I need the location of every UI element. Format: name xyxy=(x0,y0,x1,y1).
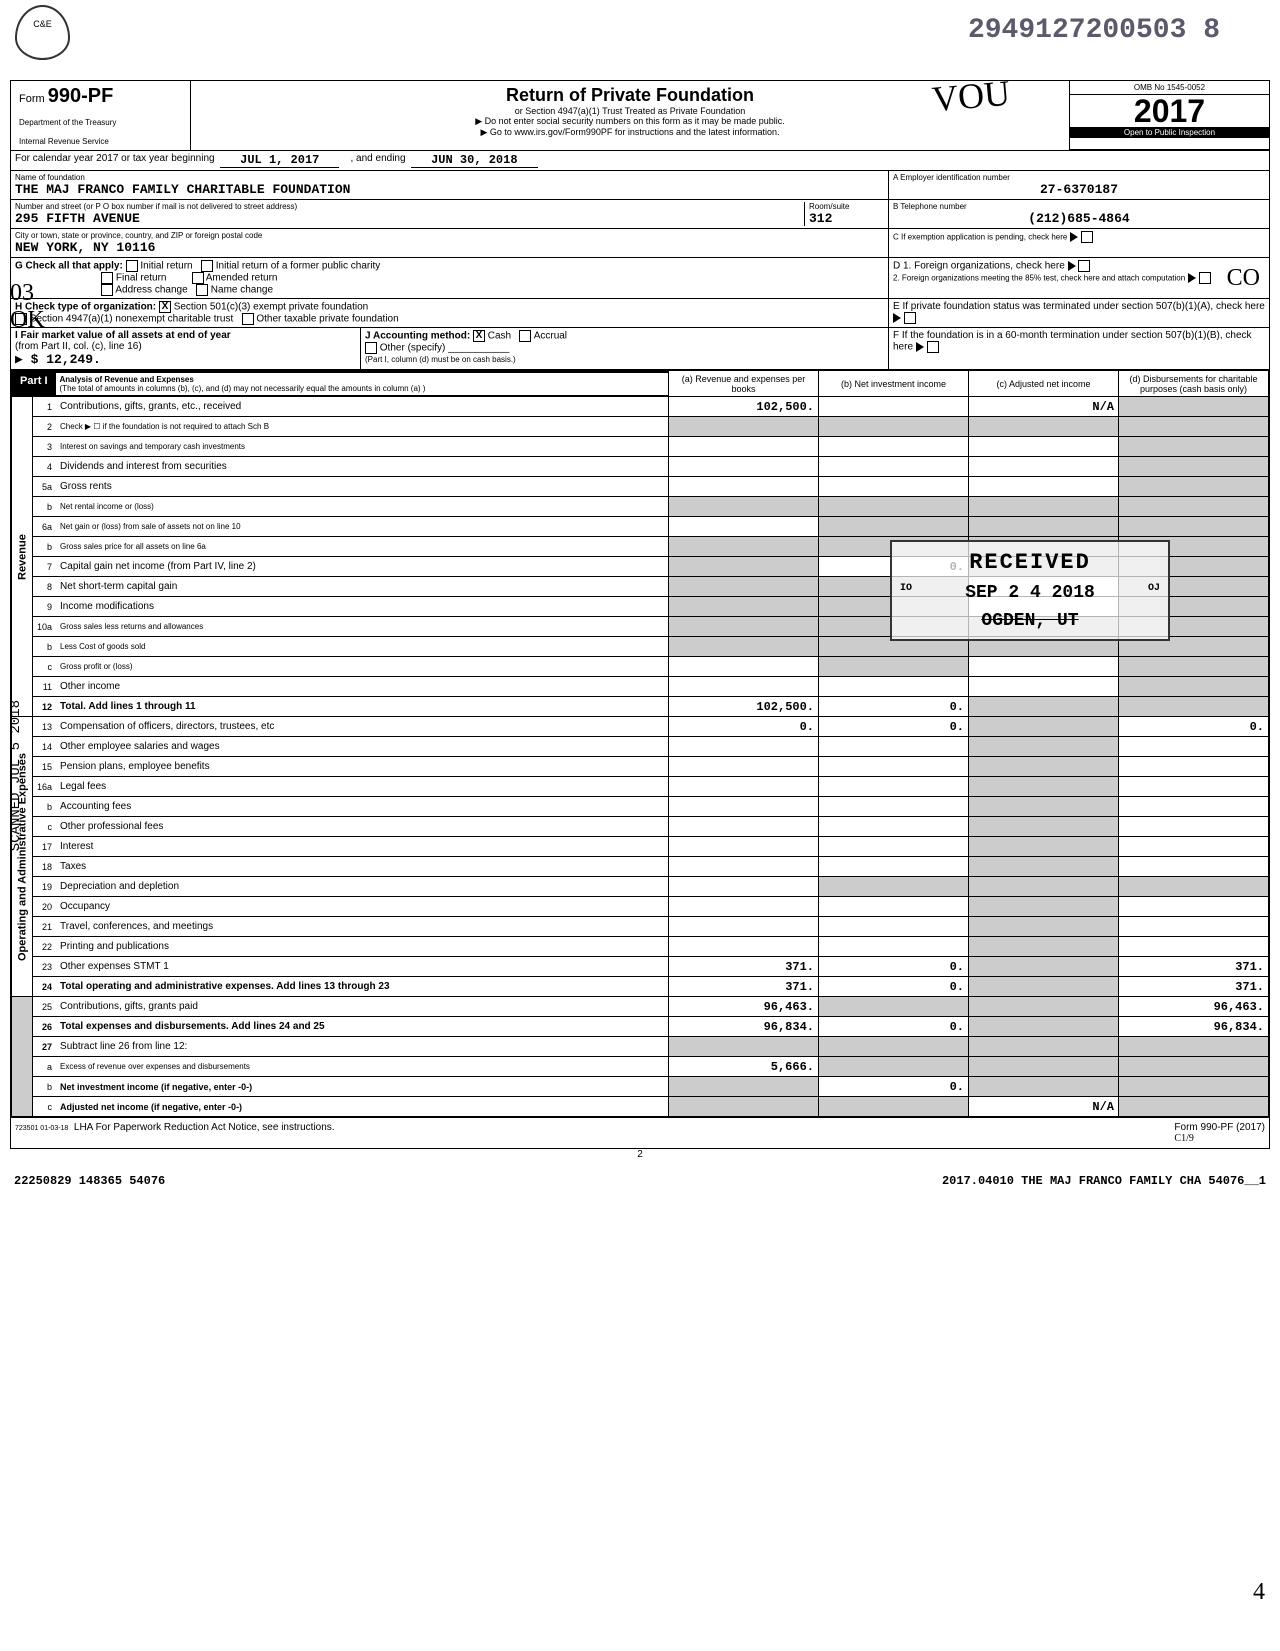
logo-stamp: C&E xyxy=(15,5,70,60)
checkbox-h-other[interactable] xyxy=(242,313,254,325)
expenses-side-label: Operating and Administrative Expenses xyxy=(12,717,33,997)
check-row-h: H Check type of organization: X Section … xyxy=(11,299,1269,328)
header-stamp-number: 2949127200503 8 xyxy=(968,15,1220,46)
checkbox-d1[interactable] xyxy=(1078,260,1090,272)
hand-signature: VOU xyxy=(930,72,1011,121)
checkbox-initial[interactable] xyxy=(126,260,138,272)
checkbox-c[interactable] xyxy=(1081,231,1093,243)
omb-box: OMB No 1545-0052 2017 Open to Public Ins… xyxy=(1069,81,1269,150)
checkbox-j-other[interactable] xyxy=(365,342,377,354)
checkbox-501c3[interactable]: X xyxy=(159,301,171,313)
footer-bottom: 22250829 148365 54076 2017.04010 THE MAJ… xyxy=(10,1170,1270,1192)
checkbox-accrual[interactable] xyxy=(519,330,531,342)
checkbox-cash[interactable]: X xyxy=(473,330,485,342)
checkbox-initial-former[interactable] xyxy=(201,260,213,272)
title-row: Form 990-PF Department of the Treasury I… xyxy=(11,81,1269,151)
calendar-year-row: For calendar year 2017 or tax year begin… xyxy=(11,151,1269,171)
part1-label: Part I xyxy=(12,373,56,395)
checkbox-addr-change[interactable] xyxy=(101,284,113,296)
page-number: 2 xyxy=(10,1149,1270,1160)
checkbox-amended[interactable] xyxy=(192,272,204,284)
checkbox-name-change[interactable] xyxy=(196,284,208,296)
received-stamp: RECEIVED IO SEP 2 4 2018 OJ OGDEN, UT xyxy=(890,540,1170,641)
checkbox-final[interactable] xyxy=(101,272,113,284)
arrow-icon xyxy=(1070,232,1078,242)
revenue-side-label: Revenue xyxy=(12,397,33,717)
checkbox-e[interactable] xyxy=(904,312,916,324)
checkbox-f[interactable] xyxy=(927,341,939,353)
part1-table: Part I Analysis of Revenue and Expenses … xyxy=(11,370,1269,1117)
checkbox-d2[interactable] xyxy=(1199,272,1211,284)
form-number-box: Form 990-PF Department of the Treasury I… xyxy=(11,81,191,150)
handmark-co: CO xyxy=(1227,265,1260,292)
margin-marks: 03 OK xyxy=(10,280,45,334)
check-row-g: G Check all that apply: Initial return I… xyxy=(11,258,1269,299)
handmark-4: 4 xyxy=(1253,1579,1265,1606)
foundation-info: Name of foundation THE MAJ FRANCO FAMILY… xyxy=(11,171,1269,258)
check-row-ijf: I Fair market value of all assets at end… xyxy=(11,328,1269,370)
footer: 723501 01-03-18 LHA For Paperwork Reduct… xyxy=(11,1117,1269,1148)
